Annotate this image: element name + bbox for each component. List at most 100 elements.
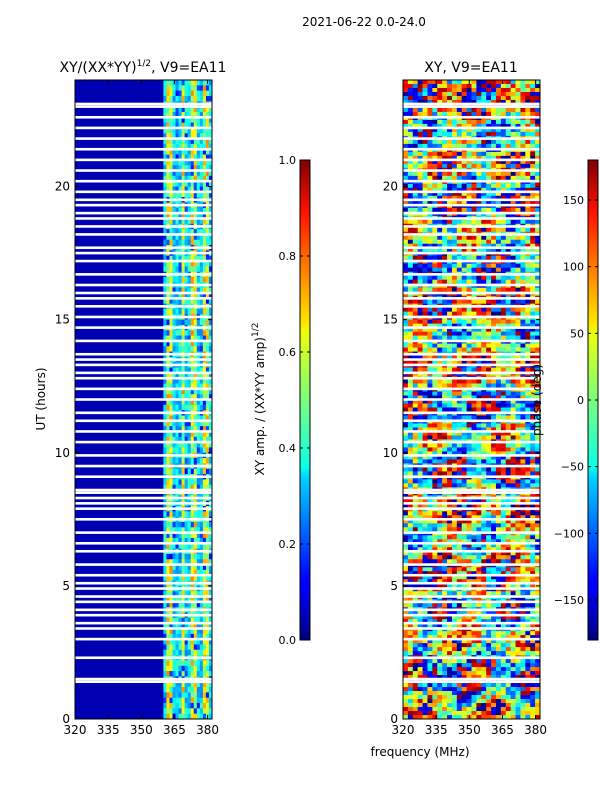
phase-cell: [476, 343, 482, 348]
amplitude-cell: [181, 713, 185, 720]
phase-cell: [495, 395, 502, 400]
phase-cell: [525, 127, 531, 133]
amplitude-cell: [166, 559, 170, 565]
amplitude-cell: [193, 697, 198, 704]
amplitude-cell: [202, 681, 207, 688]
amplitude-cell: [166, 484, 170, 491]
phase-cell: [407, 91, 414, 97]
amplitude-cell: [205, 468, 210, 475]
phase-cell: [535, 159, 541, 165]
amplitude-cell: [181, 229, 185, 235]
phase-cell: [510, 139, 516, 145]
phase-cell: [530, 483, 536, 488]
amplitude-cell: [163, 468, 167, 475]
amplitude-cell: [202, 660, 207, 667]
colorbar-tick-label: 0.2: [279, 538, 297, 551]
phase-cell: [515, 319, 521, 324]
phase-cell: [500, 395, 507, 400]
phase-cell: [515, 323, 521, 328]
phase-cell: [515, 447, 521, 452]
amplitude-cell: [193, 378, 198, 384]
phase-cell: [412, 107, 418, 113]
amplitude-cell: [190, 266, 195, 273]
phase-cell: [530, 159, 536, 165]
amplitude-cell: [178, 575, 182, 581]
amplitude-cell: [178, 149, 182, 155]
amplitude-cell: [196, 687, 201, 693]
amplitude-cell: [196, 543, 201, 549]
amplitude-cell: [190, 308, 195, 315]
amplitude-cell: [178, 591, 182, 597]
amplitude-cell: [166, 90, 170, 97]
amplitude-cell: [187, 431, 192, 438]
phase-cell: [535, 219, 541, 225]
amplitude-cell: [193, 117, 198, 123]
phase-cell: [476, 171, 482, 177]
phase-cell: [447, 127, 453, 133]
phase-cell: [535, 427, 541, 432]
amplitude-cell: [172, 175, 176, 182]
phase-cell: [432, 327, 438, 332]
amplitude-cell: [208, 404, 213, 411]
amplitude-cell: [178, 95, 182, 102]
amplitude-cell: [166, 575, 170, 581]
amplitude-cell: [190, 234, 195, 241]
amplitude-cell: [163, 287, 167, 294]
phase-cell: [422, 279, 428, 284]
phase-cell: [515, 415, 521, 420]
phase-cell: [456, 343, 463, 348]
amplitude-cell: [196, 601, 201, 608]
amplitude-cell: [178, 596, 182, 603]
phase-cell: [471, 99, 477, 105]
amplitude-cell: [178, 213, 182, 219]
amplitude-cell: [193, 436, 198, 443]
phase-cell: [510, 123, 516, 129]
amplitude-cell: [169, 149, 173, 155]
phase-cell: [486, 275, 492, 280]
amplitude-cell: [172, 617, 176, 624]
amplitude-cell: [199, 191, 204, 198]
phase-cell: [525, 319, 531, 324]
phase-cell: [486, 127, 492, 133]
amplitude-cell: [202, 537, 207, 544]
amplitude-cell: [169, 372, 173, 379]
phase-cell: [510, 311, 516, 316]
amplitude-cell: [199, 527, 204, 533]
amplitude-cell: [193, 207, 198, 214]
phase-cell: [451, 207, 458, 213]
amplitude-cell: [193, 415, 198, 422]
amplitude-cell: [199, 394, 204, 400]
phase-cell: [495, 107, 502, 113]
flagged-row: [75, 637, 212, 641]
phase-cell: [525, 299, 531, 304]
phase-cell: [505, 243, 511, 249]
phase-cell: [447, 235, 453, 241]
phase-cell: [466, 367, 472, 372]
phase-cell: [427, 119, 433, 125]
phase-cell: [442, 171, 448, 177]
phase-cell: [471, 287, 477, 292]
phase-cell: [515, 235, 521, 241]
phase-cell: [476, 299, 482, 304]
amplitude-cell: [175, 181, 179, 187]
phase-cell: [510, 119, 516, 125]
phase-cell: [505, 407, 511, 412]
phase-cell: [515, 151, 521, 157]
amplitude-cell: [184, 335, 188, 342]
phase-cell: [495, 87, 502, 93]
amplitude-cell: [190, 601, 195, 608]
amplitude-cell: [187, 708, 192, 714]
phase-cell: [403, 207, 409, 213]
phase-cell: [437, 311, 443, 316]
flagged-row: [75, 627, 212, 630]
phase-cell: [403, 307, 409, 312]
amplitude-cell: [199, 175, 204, 182]
amplitude-cell: [202, 340, 207, 347]
phase-cell: [486, 255, 492, 261]
amplitude-cell: [166, 468, 170, 475]
amplitude-cell: [208, 559, 213, 565]
amplitude-cell: [175, 660, 179, 667]
amplitude-cell: [196, 665, 201, 672]
phase-cell: [491, 243, 497, 249]
phase-cell: [515, 379, 521, 384]
